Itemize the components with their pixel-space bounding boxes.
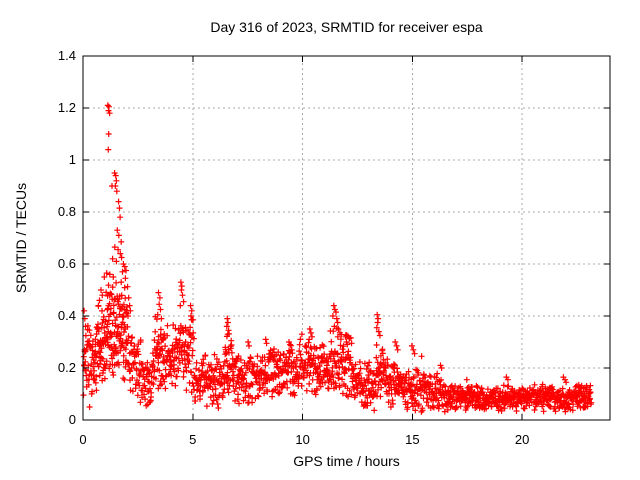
grid-lines <box>83 56 610 420</box>
y-tick-label: 0 <box>68 412 76 427</box>
plot-border <box>82 55 611 421</box>
x-tick-label: 5 <box>189 432 197 447</box>
x-tick-label: 20 <box>514 432 530 447</box>
scatter-points <box>80 102 595 415</box>
y-tick-label: 1.2 <box>57 100 76 115</box>
y-tick-label: 0.8 <box>57 204 76 219</box>
x-tick-label: 10 <box>295 432 310 447</box>
axis-ticks <box>82 55 610 421</box>
y-tick-label: 1 <box>68 152 76 167</box>
x-axis-label: GPS time / hours <box>293 453 400 469</box>
y-tick-label: 0.4 <box>57 308 76 323</box>
x-tick-label: 15 <box>405 432 420 447</box>
y-axis-label: SRMTID / TECUs <box>13 182 29 294</box>
y-tick-label: 0.6 <box>57 256 76 271</box>
x-tick-label: 0 <box>79 432 87 447</box>
y-tick-label: 0.2 <box>57 360 76 375</box>
chart-title: Day 316 of 2023, SRMTID for receiver esp… <box>210 19 483 35</box>
y-tick-label: 1.4 <box>57 48 76 63</box>
